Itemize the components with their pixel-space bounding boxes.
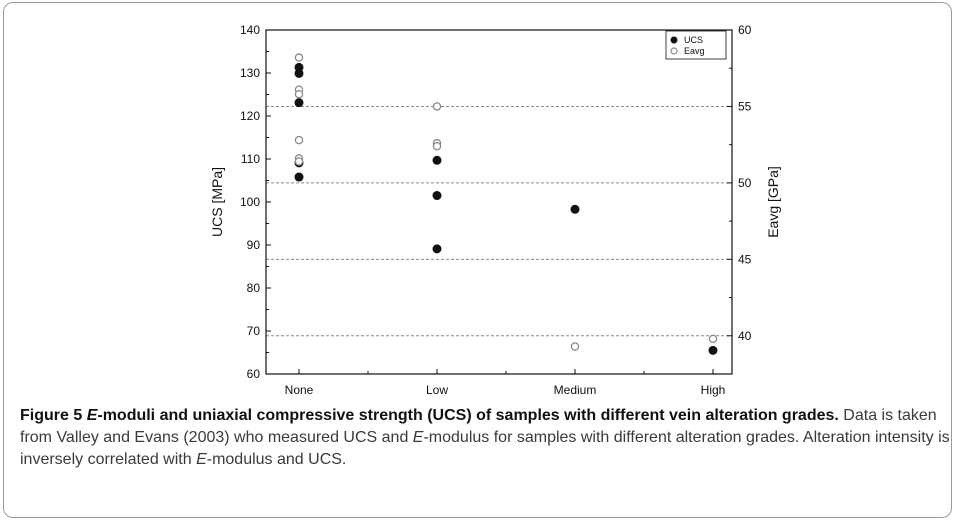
y-left-axis-label: UCS [MPa] <box>209 167 225 237</box>
data-point-ucs <box>432 244 442 254</box>
caption-body-italic-1: E <box>412 429 424 446</box>
y-right-axis-label: Eavg [GPa] <box>765 166 781 238</box>
caption-body-part-2: -modulus for samples with different alte… <box>20 429 950 468</box>
data-point-ucs <box>708 345 718 355</box>
legend-box <box>665 30 727 60</box>
data-point-eavg <box>570 342 580 351</box>
data-point-eavg <box>294 135 304 145</box>
y-right-tick-label: 40 <box>738 329 752 343</box>
legend-label-ucs: UCS <box>684 35 703 45</box>
plot-frame <box>265 29 733 375</box>
figure-caption: Figure 5 E-moduli and uniaxial compressi… <box>20 405 950 471</box>
caption-title: -moduli and uniaxial compressive strengt… <box>97 407 839 424</box>
x-tick-label: Low <box>426 383 448 397</box>
legend-marker-ucs <box>670 36 678 44</box>
data-point-eavg <box>708 334 718 344</box>
y-left-tick-label: 110 <box>241 152 260 166</box>
y-left-tick-label: 90 <box>247 238 261 252</box>
y-left-tick-label: 140 <box>240 23 260 37</box>
data-point-eavg <box>432 141 442 151</box>
data-point-eavg <box>294 89 304 99</box>
x-tick-label: High <box>701 383 726 397</box>
data-point-eavg <box>432 102 442 111</box>
y-right-tick-label: 50 <box>738 176 752 190</box>
data-point-ucs <box>432 155 442 165</box>
legend-label-eavg: Eavg <box>684 46 705 56</box>
caption-body-part-3: -modulus and UCS. <box>206 451 347 468</box>
figure-frame <box>3 2 952 518</box>
y-right-tick-label: 45 <box>738 252 752 266</box>
caption-body-part-1: Data is taken from Valley and Evans (200… <box>20 407 937 446</box>
y-left-tick-label: 70 <box>247 324 261 338</box>
y-left-tick-label: 120 <box>240 109 260 123</box>
y-left-tick-label: 130 <box>240 66 260 80</box>
data-point-ucs <box>432 191 442 201</box>
caption-figure-number: Figure 5 <box>20 407 87 424</box>
y-left-tick-label: 100 <box>240 195 260 209</box>
data-point-ucs <box>294 98 304 108</box>
x-tick-label: None <box>285 383 314 397</box>
data-point-eavg <box>294 157 304 166</box>
y-right-tick-label: 55 <box>738 99 752 113</box>
caption-lead-italic: E <box>86 407 98 424</box>
caption-lead: Figure 5 E-moduli and uniaxial compressi… <box>20 407 839 424</box>
y-right-tick-label: 60 <box>738 23 752 37</box>
x-tick-label: Medium <box>554 383 597 397</box>
caption-body: Data is taken from Valley and Evans (200… <box>20 407 950 468</box>
y-left-tick-label: 60 <box>247 367 261 381</box>
legend-marker-eavg <box>670 47 678 55</box>
scatter-chart: 60 70 80 90 100 110 120 130 140 40 45 50 55 60 None Low… <box>209 23 781 397</box>
data-point-ucs <box>294 68 304 78</box>
data-point-eavg <box>294 53 304 62</box>
caption-body-italic-2: E <box>196 451 207 468</box>
y-left-tick-label: 80 <box>247 281 261 295</box>
data-point-ucs <box>294 172 304 182</box>
data-point-ucs <box>570 204 580 214</box>
